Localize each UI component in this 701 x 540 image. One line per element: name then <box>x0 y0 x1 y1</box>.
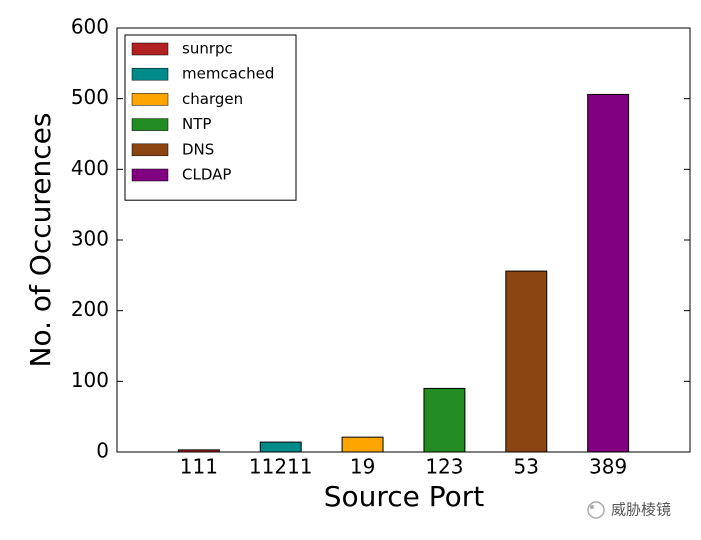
watermark: 威胁棱镜 <box>611 501 671 519</box>
y-tick-label: 300 <box>71 227 109 251</box>
bar <box>341 436 384 453</box>
x-tick-label: 123 <box>425 455 463 479</box>
legend-swatch <box>131 143 169 157</box>
y-tick-label: 0 <box>96 439 109 463</box>
legend-swatch <box>131 67 169 81</box>
legend-swatch <box>131 118 169 131</box>
x-axis-label: Source Port <box>324 480 485 513</box>
bar <box>505 270 548 453</box>
x-tick-label: 111 <box>180 455 218 479</box>
y-tick-label: 400 <box>71 156 109 180</box>
legend-swatch <box>131 42 169 56</box>
y-axis-label: No. of Occurences <box>24 113 57 368</box>
bar <box>587 93 630 453</box>
legend-label: chargen <box>182 90 243 108</box>
y-tick-label: 600 <box>71 15 109 39</box>
legend-label: NTP <box>182 115 211 133</box>
x-tick-label: 19 <box>350 455 375 479</box>
legend-swatch <box>131 168 169 182</box>
x-tick-label: 389 <box>589 455 627 479</box>
bar <box>177 449 220 453</box>
y-tick-label: 100 <box>71 368 109 392</box>
legend-label: sunrpc <box>182 40 233 58</box>
x-tick-label: 11211 <box>249 455 313 479</box>
legend-label: memcached <box>182 65 274 83</box>
bar <box>259 441 302 453</box>
watermark-icon <box>587 501 605 519</box>
bar <box>423 387 466 453</box>
y-tick-label: 200 <box>71 297 109 321</box>
legend-label: DNS <box>182 140 214 158</box>
y-tick-label: 500 <box>71 85 109 109</box>
x-tick-label: 53 <box>514 455 539 479</box>
legend-label: CLDAP <box>182 166 231 184</box>
legend-swatch <box>131 93 169 106</box>
